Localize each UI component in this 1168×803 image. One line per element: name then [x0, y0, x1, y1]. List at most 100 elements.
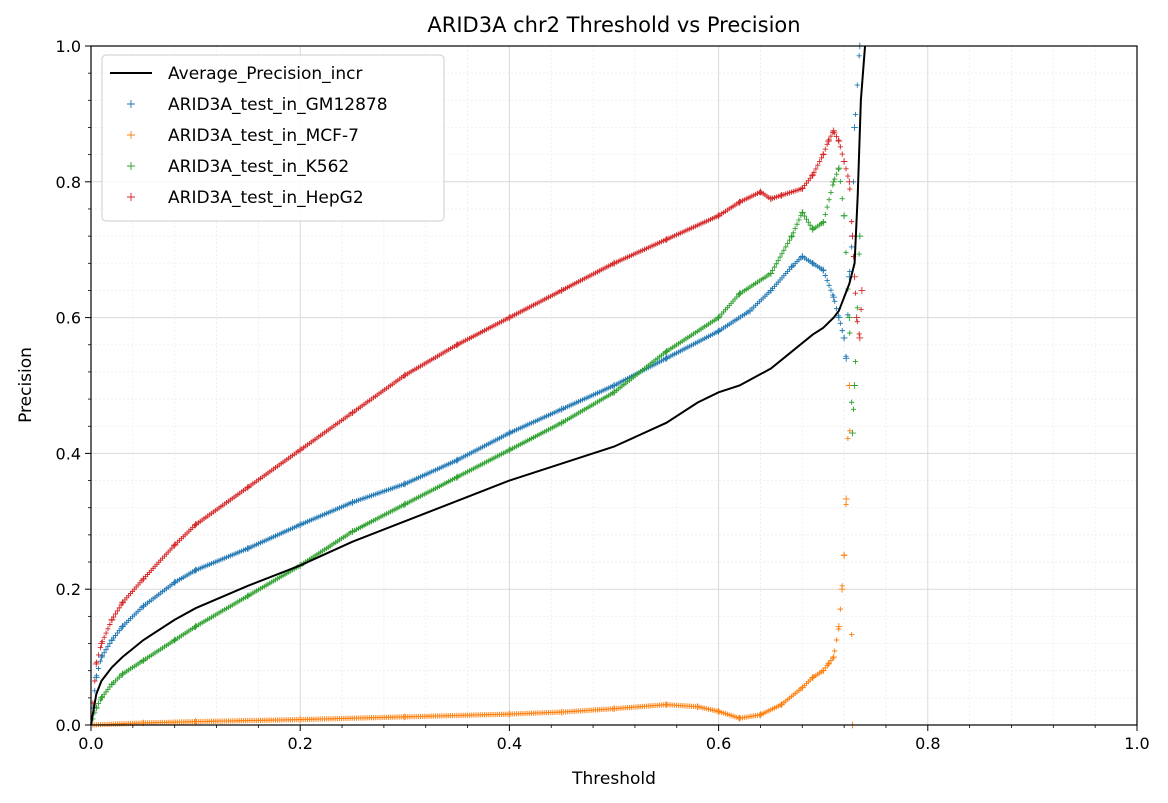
data-point — [139, 602, 147, 610]
x-axis-label: Threshold — [571, 769, 656, 789]
data-point — [506, 429, 513, 437]
data-point — [840, 334, 848, 342]
data-point — [192, 623, 199, 630]
data-point — [694, 703, 702, 711]
data-point — [792, 225, 798, 232]
data-point — [506, 446, 513, 454]
data-point — [819, 266, 827, 274]
data-point — [108, 616, 116, 624]
data-point — [118, 670, 126, 678]
data-point — [116, 605, 122, 611]
data-point — [833, 306, 840, 312]
data-point — [798, 185, 806, 192]
data-point — [828, 189, 834, 195]
data-point — [833, 171, 840, 177]
data-point — [95, 700, 102, 707]
data-point — [822, 211, 828, 217]
legend-label: ARID3A_test_in_K562 — [168, 157, 349, 177]
axis-ticks: 0.0 0.2 0.4 0.6 0.8 1.0 0.0 0.2 0.4 0.6 0.8 1.0 — [56, 37, 1150, 753]
data-point — [453, 341, 461, 349]
data-point — [813, 166, 819, 172]
data-point — [856, 251, 862, 257]
data-point — [610, 705, 618, 713]
data-point — [843, 501, 849, 508]
data-point — [837, 606, 843, 612]
data-point — [850, 406, 857, 412]
data-point — [401, 500, 409, 508]
legend: Average_Precision_incr ARID3A_test_in_GM1… — [101, 54, 445, 222]
data-point — [819, 667, 827, 675]
data-point — [854, 319, 860, 325]
data-point — [856, 53, 862, 59]
legend-item: Average_Precision_incr — [110, 64, 363, 84]
data-point — [171, 579, 179, 586]
data-point — [852, 358, 859, 365]
legend-marker-swatch — [127, 162, 135, 170]
data-point — [833, 133, 840, 140]
data-point — [401, 371, 409, 379]
data-point — [192, 718, 199, 726]
data-point — [837, 144, 843, 150]
x-tick-label: 0.4 — [497, 734, 522, 753]
data-point — [97, 658, 104, 664]
data-point — [856, 232, 864, 240]
data-point — [296, 446, 304, 454]
data-point — [736, 198, 743, 206]
data-point — [843, 166, 849, 172]
data-point — [244, 545, 252, 552]
data-point — [401, 480, 409, 488]
data-point — [849, 631, 855, 638]
data-point — [822, 146, 828, 152]
data-point — [103, 630, 109, 636]
data-point — [610, 259, 618, 267]
data-point — [839, 196, 845, 202]
data-point — [803, 216, 810, 222]
data-point — [856, 334, 864, 342]
data-point — [92, 688, 98, 694]
data-point — [826, 282, 832, 288]
data-point — [835, 623, 843, 630]
legend-label: ARID3A_test_in_MCF-7 — [168, 126, 359, 146]
data-point — [828, 287, 834, 293]
legend-item: ARID3A_test_in_HepG2 — [127, 188, 364, 208]
data-point — [757, 711, 764, 719]
data-point — [192, 521, 199, 529]
data-point — [832, 298, 838, 304]
data-point — [830, 182, 836, 188]
x-tick-label: 1.0 — [1124, 734, 1149, 753]
x-tick-label: 0.6 — [706, 734, 731, 753]
data-point — [558, 405, 566, 413]
data-point — [453, 456, 461, 464]
data-point — [757, 188, 764, 196]
data-point — [847, 186, 853, 192]
data-point — [849, 244, 855, 250]
data-point — [801, 213, 808, 219]
data-point — [558, 419, 566, 427]
data-point — [851, 124, 858, 131]
data-point — [830, 127, 838, 135]
data-point — [105, 643, 111, 650]
legend-item: ARID3A_test_in_MCF-7 — [127, 126, 359, 146]
data-point — [296, 521, 304, 529]
y-tick-label: 0.8 — [56, 173, 81, 192]
legend-label: Average_Precision_incr — [168, 64, 363, 84]
data-point — [506, 314, 513, 321]
data-point — [715, 708, 722, 715]
data-point — [858, 287, 866, 294]
data-point — [662, 348, 670, 355]
legend-marker-swatch — [127, 100, 135, 108]
series-ARID3A_test_in_MCF-7 — [87, 382, 856, 729]
data-point — [349, 498, 356, 506]
data-point — [767, 195, 775, 203]
data-point — [107, 621, 113, 628]
x-tick-label: 0.8 — [915, 734, 940, 753]
x-tick-label: 0.0 — [78, 734, 103, 753]
data-point — [786, 237, 793, 243]
legend-marker-swatch — [127, 131, 135, 139]
data-point — [401, 713, 409, 721]
data-point — [842, 354, 850, 362]
data-point — [833, 637, 840, 643]
data-point — [715, 212, 722, 220]
data-point — [610, 382, 618, 389]
data-point — [139, 575, 147, 583]
